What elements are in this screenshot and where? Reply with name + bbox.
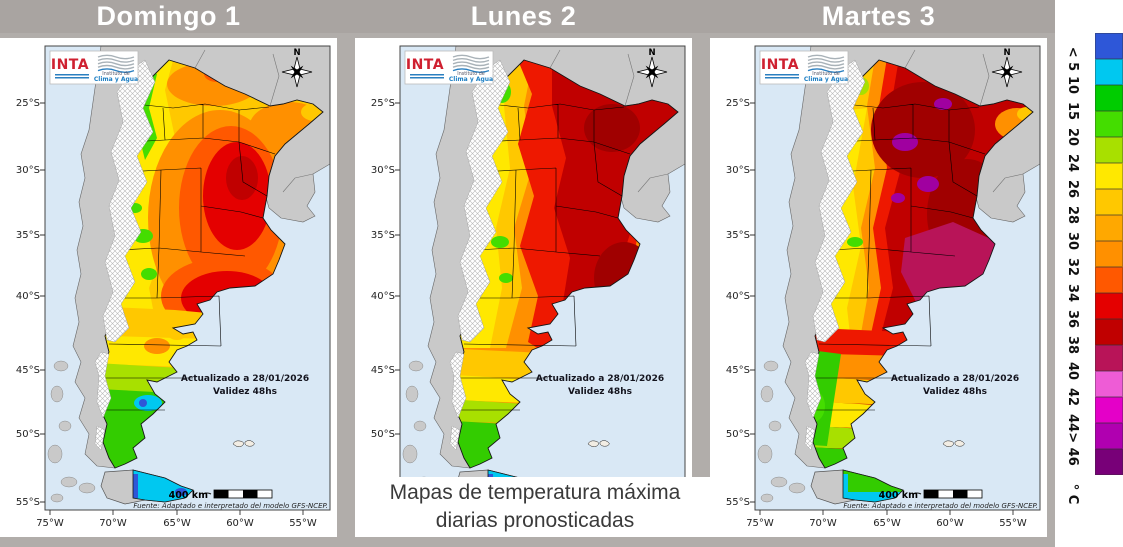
lat-label: 30°S (16, 165, 40, 176)
lat-label: 25°S (726, 98, 750, 109)
scalebar-label: 400 km (879, 490, 918, 501)
colorbar-tick-label: 38 (1065, 335, 1081, 355)
forecast-map-martes: 25°S 30°S 35°S 40°S 45°S 50°S 55°S 75°W … (726, 45, 1041, 529)
lat-label: 55°S (16, 497, 40, 508)
caption-line2: diarias pronosticadas (435, 509, 635, 532)
lat-label: 45°S (16, 365, 40, 376)
colorbar-swatch (1095, 163, 1123, 189)
compass-label: N (648, 48, 655, 58)
validity-text: Validez 48hs (213, 387, 277, 397)
lat-label: 30°S (726, 165, 750, 176)
colorbar-tick-label: 15 (1065, 101, 1081, 121)
inta-logo-text: INTA (761, 57, 799, 73)
lon-label: 70°W (809, 518, 837, 529)
temperature-colorbar: < 5 10 15 20 24 26 28 30 32 34 36 38 40 42 44 > 46 ° C (1055, 0, 1123, 547)
lat-label: 25°S (371, 98, 395, 109)
lat-label: 50°S (371, 429, 395, 440)
colorbar-tick-label: > 46 (1065, 432, 1081, 466)
lat-label: 40°S (371, 291, 395, 302)
lon-label: 55°W (999, 518, 1027, 529)
validity-text: Validez 48hs (568, 387, 632, 397)
institute-line1: Instituto de (812, 71, 839, 77)
institute-line1: Instituto de (457, 71, 484, 77)
map-panel-domingo: 25°S 30°S 35°S 40°S 45°S 50°S 55°S 75°W … (0, 38, 337, 537)
lon-label: 55°W (289, 518, 317, 529)
colorbar-swatch (1095, 189, 1123, 215)
source-text: Fuente: Adaptado e interpretado del mode… (843, 502, 1038, 510)
lat-label: 50°S (16, 429, 40, 440)
scalebar-label: 400 km (169, 490, 208, 501)
lat-label: 55°S (726, 497, 750, 508)
updated-text: Actualizado a 28/01/2026 (536, 374, 664, 384)
figure-caption: Mapas de temperatura máxima diarias pron… (357, 477, 713, 537)
colorbar-tick-label: < 5 (1065, 46, 1081, 72)
colorbar-tick-label: 26 (1065, 179, 1081, 199)
day-title-martes: Martes 3 (821, 1, 936, 31)
lon-label: 65°W (163, 518, 191, 529)
colorbar-swatch (1095, 423, 1123, 449)
colorbar-swatch (1095, 449, 1123, 475)
colorbar-swatch (1095, 137, 1123, 163)
colorbar-tick-label: 32 (1065, 257, 1081, 277)
colorbar-swatch (1095, 319, 1123, 345)
inta-logo-text: INTA (406, 57, 444, 73)
lon-label: 60°W (936, 518, 964, 529)
colorbar-swatch (1095, 267, 1123, 293)
colorbar-tick-label: 30 (1065, 231, 1081, 251)
colorbar-swatch (1095, 293, 1123, 319)
lat-label: 50°S (726, 429, 750, 440)
lat-label: 40°S (16, 291, 40, 302)
colorbar-tick-label: 40 (1065, 361, 1081, 381)
colorbar-tick-label: 36 (1065, 309, 1081, 329)
colorbar-tick-label: 24 (1065, 153, 1081, 173)
forecast-map-domingo: 25°S 30°S 35°S 40°S 45°S 50°S 55°S 75°W … (16, 45, 331, 529)
lat-label: 35°S (371, 230, 395, 241)
lat-label: 35°S (726, 230, 750, 241)
lat-label: 35°S (16, 230, 40, 241)
colorbar-tick-label: 28 (1065, 205, 1081, 225)
map-panel-martes: 25°S 30°S 35°S 40°S 45°S 50°S 55°S 75°W … (710, 38, 1047, 537)
day-title-domingo: Domingo 1 (96, 1, 241, 31)
colorbar-swatch (1095, 111, 1123, 137)
colorbar-unit-label: ° C (1065, 483, 1081, 505)
colorbar-tick-label: 42 (1065, 387, 1081, 407)
lon-label: 60°W (226, 518, 254, 529)
lon-label: 65°W (873, 518, 901, 529)
caption-line1: Mapas de temperatura máxima (389, 481, 681, 504)
lat-label: 45°S (371, 365, 395, 376)
day-title-lunes: Lunes 2 (470, 1, 577, 31)
lat-label: 30°S (371, 165, 395, 176)
title-band (0, 0, 1055, 33)
colorbar-swatch (1095, 241, 1123, 267)
validity-text: Validez 48hs (923, 387, 987, 397)
colorbar-swatch (1095, 85, 1123, 111)
colorbar-swatch (1095, 371, 1123, 397)
institute-line2: Clima y Agua (94, 76, 138, 83)
lat-label: 45°S (726, 365, 750, 376)
institute-line2: Clima y Agua (449, 76, 493, 83)
lon-label: 75°W (746, 518, 774, 529)
map-panel-lunes: 25°S 30°S 35°S 40°S 45°S 50°S 55°S 75°W … (355, 38, 692, 537)
compass-label: N (1003, 48, 1010, 58)
inta-logo-text: INTA (51, 57, 89, 73)
colorbar-swatch (1095, 59, 1123, 85)
forecast-map-lunes: 25°S 30°S 35°S 40°S 45°S 50°S 55°S 75°W … (371, 45, 686, 529)
lon-label: 75°W (36, 518, 64, 529)
compass-label: N (293, 48, 300, 58)
lat-label: 40°S (726, 291, 750, 302)
colorbar-tick-label: 34 (1065, 283, 1081, 303)
colorbar-tick-label: 20 (1065, 127, 1081, 147)
institute-line2: Clima y Agua (804, 76, 848, 83)
updated-text: Actualizado a 28/01/2026 (181, 374, 309, 384)
institute-line1: Instituto de (102, 71, 129, 77)
lon-label: 70°W (99, 518, 127, 529)
colorbar-swatch (1095, 33, 1123, 59)
updated-text: Actualizado a 28/01/2026 (891, 374, 1019, 384)
lat-label: 25°S (16, 98, 40, 109)
colorbar-swatch (1095, 215, 1123, 241)
colorbar-swatch (1095, 397, 1123, 423)
colorbar-swatch (1095, 345, 1123, 371)
source-text: Fuente: Adaptado e interpretado del mode… (133, 502, 328, 510)
colorbar-tick-label: 10 (1065, 75, 1081, 95)
